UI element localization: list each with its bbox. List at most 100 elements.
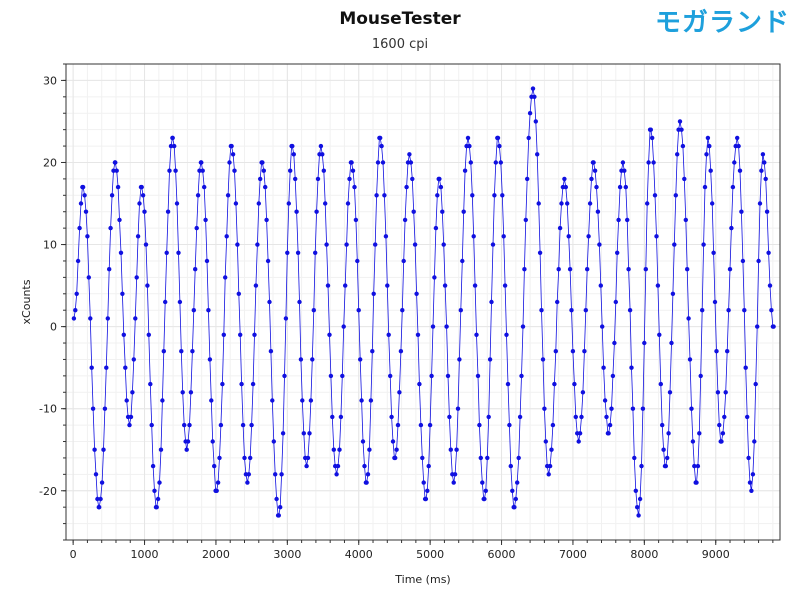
data-point bbox=[537, 250, 543, 255]
data-point bbox=[344, 242, 349, 247]
data-point bbox=[711, 250, 716, 255]
data-point bbox=[184, 447, 189, 452]
data-point bbox=[520, 324, 526, 329]
data-point bbox=[717, 422, 722, 428]
data-point bbox=[516, 455, 521, 461]
data-point bbox=[109, 193, 115, 198]
data-point bbox=[597, 242, 602, 247]
data-point bbox=[207, 357, 213, 362]
y-tick-label: 10 bbox=[43, 239, 57, 252]
data-point bbox=[700, 308, 705, 313]
data-point bbox=[182, 422, 187, 428]
data-point bbox=[654, 234, 659, 239]
data-point bbox=[240, 422, 246, 428]
data-point bbox=[200, 168, 205, 173]
x-tick-label: 7000 bbox=[559, 548, 587, 561]
data-point bbox=[105, 316, 111, 321]
data-point bbox=[550, 422, 556, 428]
data-point bbox=[610, 373, 616, 379]
data-point bbox=[572, 381, 577, 387]
data-point bbox=[512, 505, 517, 510]
data-point bbox=[278, 505, 283, 510]
data-point bbox=[648, 127, 653, 132]
data-point bbox=[102, 406, 108, 411]
data-point bbox=[710, 201, 715, 206]
data-point bbox=[670, 291, 676, 296]
data-point bbox=[187, 422, 192, 428]
data-point bbox=[500, 193, 505, 198]
data-point bbox=[433, 225, 439, 231]
data-point bbox=[508, 463, 513, 469]
data-point bbox=[204, 258, 210, 264]
y-tick-label: 0 bbox=[50, 321, 57, 334]
data-point bbox=[82, 193, 87, 198]
data-point bbox=[193, 267, 198, 272]
data-point bbox=[727, 267, 733, 272]
data-point bbox=[657, 332, 662, 337]
data-point bbox=[265, 258, 271, 264]
data-point bbox=[622, 168, 627, 173]
data-point bbox=[452, 472, 458, 477]
data-point bbox=[120, 291, 125, 296]
data-point bbox=[675, 152, 680, 157]
data-point bbox=[248, 455, 253, 461]
data-point bbox=[740, 258, 746, 264]
data-point bbox=[753, 381, 758, 387]
data-point bbox=[93, 472, 99, 477]
data-point bbox=[411, 209, 416, 214]
x-tick-label: 4000 bbox=[345, 548, 373, 561]
data-point bbox=[448, 447, 453, 452]
data-point bbox=[142, 209, 147, 214]
data-point bbox=[736, 143, 741, 149]
data-point bbox=[763, 176, 768, 182]
data-point bbox=[397, 390, 402, 395]
data-point bbox=[229, 143, 234, 149]
data-point bbox=[687, 357, 693, 362]
data-point bbox=[274, 496, 279, 502]
data-point bbox=[546, 472, 551, 477]
data-point bbox=[239, 381, 244, 387]
data-point bbox=[632, 455, 637, 461]
data-point bbox=[295, 250, 301, 255]
data-point bbox=[185, 439, 191, 444]
data-point bbox=[573, 414, 578, 420]
data-point bbox=[273, 472, 278, 477]
data-point bbox=[467, 143, 472, 149]
data-point bbox=[725, 349, 730, 354]
data-point bbox=[766, 250, 771, 255]
data-point bbox=[595, 209, 601, 214]
data-point bbox=[263, 184, 268, 190]
data-point bbox=[359, 398, 364, 403]
data-point bbox=[301, 431, 306, 436]
data-point bbox=[227, 160, 232, 165]
data-point bbox=[78, 201, 84, 206]
data-point bbox=[612, 340, 617, 346]
data-point bbox=[389, 414, 394, 420]
data-point bbox=[742, 308, 747, 313]
data-point bbox=[756, 258, 761, 264]
data-point bbox=[252, 332, 257, 337]
data-point bbox=[672, 242, 677, 247]
data-point bbox=[321, 168, 326, 173]
data-point bbox=[510, 488, 515, 493]
data-point bbox=[532, 94, 537, 100]
data-point bbox=[220, 381, 225, 387]
data-point bbox=[600, 324, 605, 329]
data-point bbox=[719, 439, 724, 444]
data-point bbox=[221, 332, 226, 337]
data-point bbox=[549, 447, 554, 452]
data-point bbox=[746, 455, 751, 461]
data-point bbox=[328, 373, 334, 379]
data-point bbox=[256, 201, 261, 206]
data-point bbox=[485, 455, 490, 461]
data-point bbox=[530, 86, 536, 91]
data-point bbox=[224, 234, 229, 239]
data-point bbox=[258, 176, 263, 182]
data-point bbox=[743, 365, 748, 370]
data-point bbox=[115, 184, 121, 190]
data-point bbox=[260, 160, 265, 165]
data-point bbox=[697, 431, 702, 436]
data-point bbox=[97, 505, 102, 510]
data-point bbox=[504, 332, 509, 337]
data-point bbox=[305, 455, 311, 461]
